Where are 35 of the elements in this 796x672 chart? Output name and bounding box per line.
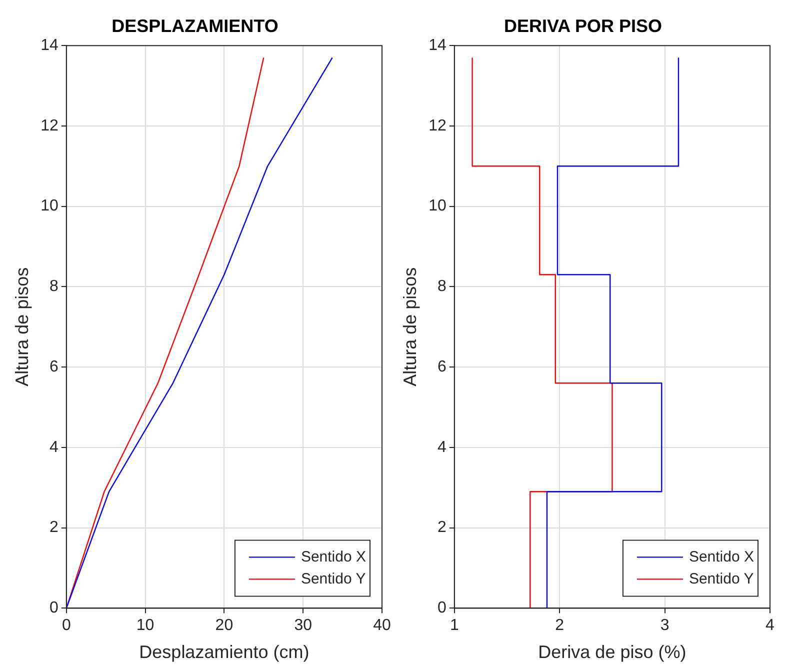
x-tick-label: 30: [294, 617, 312, 634]
x-tick-label: 4: [766, 617, 775, 634]
y-tick-label: 0: [437, 600, 446, 617]
y-tick-label: 2: [49, 519, 58, 536]
x-tick-label: 40: [373, 617, 391, 634]
y-axis-title: Altura de pisos: [12, 267, 32, 386]
x-tick-label: 20: [215, 617, 234, 634]
y-tick-label: 12: [428, 117, 446, 134]
y-tick-label: 2: [437, 519, 446, 536]
y-tick-label: 6: [49, 358, 58, 376]
x-tick-label: 2: [555, 617, 564, 634]
y-tick-label: 4: [437, 438, 446, 456]
y-tick-label: 10: [40, 198, 58, 215]
x-axis-title: Desplazamiento (cm): [139, 642, 310, 662]
y-tick-label: 10: [428, 198, 446, 215]
x-axis-title: Deriva de piso (%): [538, 642, 686, 662]
x-tick-label: 0: [62, 617, 71, 634]
x-tick-label: 1: [450, 617, 459, 634]
y-tick-label: 12: [40, 117, 58, 134]
y-tick-label: 0: [49, 600, 58, 617]
y-tick-label: 8: [49, 278, 58, 296]
y-tick-label: 8: [437, 278, 446, 296]
y-tick-label: 4: [49, 438, 58, 456]
legend-label: Sentido Y: [300, 570, 366, 588]
x-tick-label: 10: [136, 617, 154, 634]
legend-label: Sentido X: [688, 548, 754, 566]
y-tick-label: 6: [437, 358, 446, 376]
legend-label: Sentido X: [300, 548, 366, 566]
legend-label: Sentido Y: [688, 570, 754, 588]
y-tick-label: 14: [428, 37, 446, 54]
y-tick-label: 14: [40, 37, 58, 54]
x-tick-label: 3: [660, 617, 670, 634]
chart-title: DERIVA POR PISO: [504, 16, 662, 36]
y-axis-title: Altura de pisos: [400, 267, 420, 386]
chart-title: DESPLAZAMIENTO: [112, 16, 278, 36]
